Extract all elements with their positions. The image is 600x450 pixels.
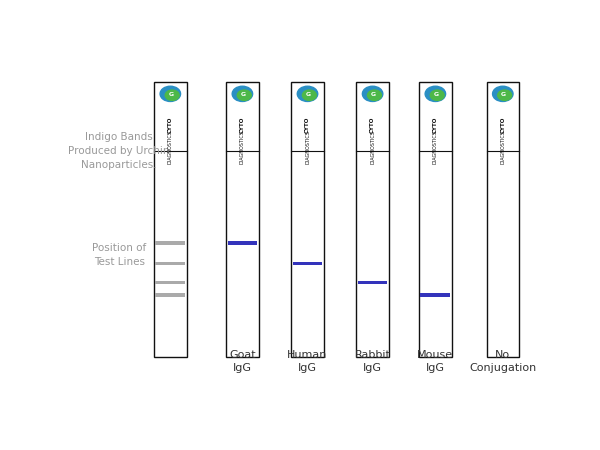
Circle shape <box>238 90 251 100</box>
Text: DIAGNOSTICS: DIAGNOSTICS <box>370 130 375 165</box>
Text: CYTO: CYTO <box>500 117 505 133</box>
Bar <box>155 241 185 245</box>
Circle shape <box>430 90 444 100</box>
Bar <box>227 241 257 245</box>
Text: G: G <box>241 92 246 97</box>
Bar <box>226 82 259 357</box>
Text: G: G <box>169 92 174 97</box>
Bar <box>419 82 452 357</box>
Text: CYTO: CYTO <box>305 117 310 133</box>
Text: G: G <box>501 92 506 97</box>
Bar <box>421 293 450 297</box>
Bar <box>487 82 519 357</box>
Circle shape <box>160 86 181 101</box>
Bar <box>358 281 388 284</box>
Text: CYTO: CYTO <box>433 117 438 133</box>
Text: No
Conjugation: No Conjugation <box>469 350 536 373</box>
Bar <box>291 82 324 357</box>
Text: DIAGNOSTICS: DIAGNOSTICS <box>168 130 173 165</box>
Bar <box>155 293 185 297</box>
Text: Rabbit
IgG: Rabbit IgG <box>355 350 391 373</box>
Text: Indigo Bands
Produced by Urchin
Nanoparticles.: Indigo Bands Produced by Urchin Nanopart… <box>68 132 170 170</box>
Circle shape <box>302 90 316 100</box>
Text: CYTO: CYTO <box>370 117 375 133</box>
Circle shape <box>165 90 179 100</box>
Bar <box>356 82 389 357</box>
Circle shape <box>493 86 513 101</box>
Text: DIAGNOSTICS: DIAGNOSTICS <box>433 130 438 165</box>
Text: Position of
Test Lines: Position of Test Lines <box>92 243 146 267</box>
Text: CYTO: CYTO <box>240 117 245 133</box>
Bar <box>154 82 187 357</box>
Circle shape <box>232 86 253 101</box>
Text: G: G <box>434 92 439 97</box>
Text: Human
IgG: Human IgG <box>287 350 328 373</box>
Bar <box>155 262 185 266</box>
Text: G: G <box>371 92 376 97</box>
Circle shape <box>498 90 512 100</box>
Text: DIAGNOSTICS: DIAGNOSTICS <box>240 130 245 165</box>
Circle shape <box>425 86 446 101</box>
Text: CYTO: CYTO <box>168 117 173 133</box>
Bar <box>293 262 322 266</box>
Circle shape <box>297 86 318 101</box>
Bar <box>155 281 185 284</box>
Text: DIAGNOSTICS: DIAGNOSTICS <box>305 130 310 165</box>
Circle shape <box>368 90 382 100</box>
Text: DIAGNOSTICS: DIAGNOSTICS <box>500 130 505 165</box>
Text: Goat
IgG: Goat IgG <box>229 350 256 373</box>
Text: Mouse
IgG: Mouse IgG <box>418 350 454 373</box>
Circle shape <box>362 86 383 101</box>
Text: G: G <box>306 92 311 97</box>
